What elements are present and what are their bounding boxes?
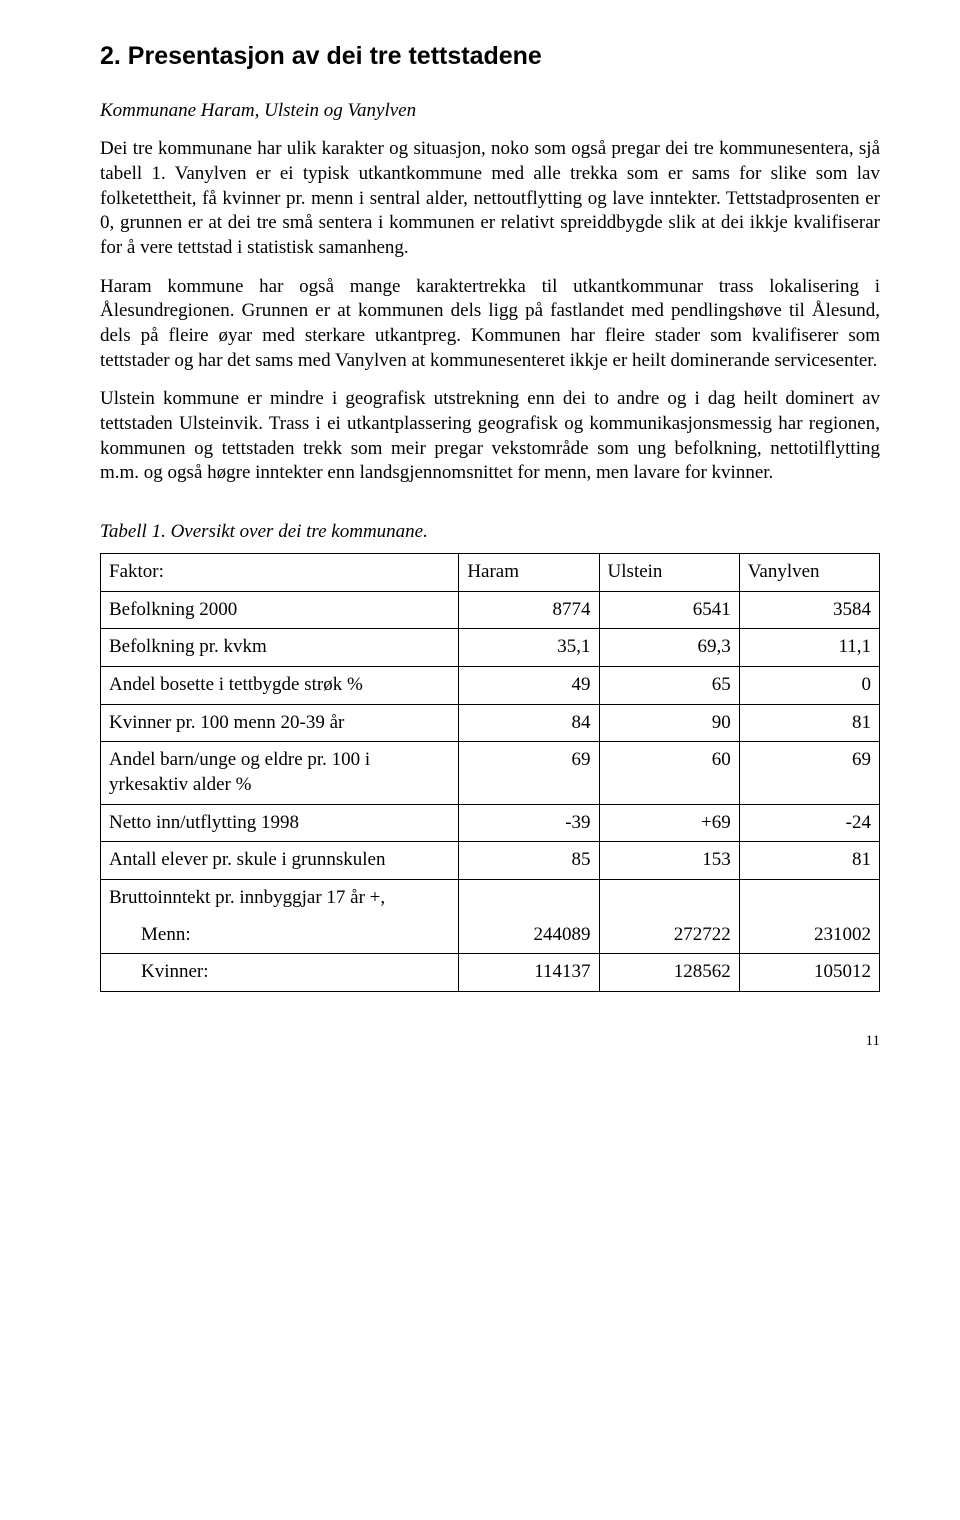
col-header-ulstein: Ulstein	[599, 553, 739, 591]
cell: 231002	[739, 917, 879, 954]
cell: -39	[459, 804, 599, 842]
paragraph-1: Dei tre kommunane har ulik karakter og s…	[100, 137, 880, 260]
cell: 244089	[459, 917, 599, 954]
cell	[739, 880, 879, 917]
row-label: Kvinner pr. 100 menn 20-39 år	[101, 704, 459, 742]
cell: 65	[599, 666, 739, 704]
table-caption: Tabell 1. Oversikt over dei tre kommunan…	[100, 520, 880, 545]
table-row: Andel bosette i tettbygde strøk % 49 65 …	[101, 666, 880, 704]
row-label: Befolkning 2000	[101, 591, 459, 629]
table-row: Andel barn/unge og eldre pr. 100 i yrkes…	[101, 742, 880, 804]
page-number: 11	[100, 1032, 880, 1052]
table-row: Befolkning pr. kvkm 35,1 69,3 11,1	[101, 629, 880, 667]
cell	[599, 880, 739, 917]
row-label: Antall elever pr. skule i grunnskulen	[101, 842, 459, 880]
cell: 6541	[599, 591, 739, 629]
cell: 90	[599, 704, 739, 742]
cell: 114137	[459, 954, 599, 992]
paragraph-3: Ulstein kommune er mindre i geografisk u…	[100, 387, 880, 486]
cell: 69	[459, 742, 599, 804]
cell: 60	[599, 742, 739, 804]
cell: 128562	[599, 954, 739, 992]
table-header-row: Faktor: Haram Ulstein Vanylven	[101, 553, 880, 591]
cell: 11,1	[739, 629, 879, 667]
table-row: Kvinner pr. 100 menn 20-39 år 84 90 81	[101, 704, 880, 742]
cell: -24	[739, 804, 879, 842]
cell: 81	[739, 704, 879, 742]
col-header-haram: Haram	[459, 553, 599, 591]
row-label: Kvinner:	[101, 954, 459, 992]
section-heading: 2. Presentasjon av dei tre tettstadene	[100, 40, 880, 73]
cell: 85	[459, 842, 599, 880]
row-label: Bruttoinntekt pr. innbyggjar 17 år +,	[101, 880, 459, 917]
cell: 0	[739, 666, 879, 704]
cell: 3584	[739, 591, 879, 629]
table-row: Kvinner: 114137 128562 105012	[101, 954, 880, 992]
cell: 35,1	[459, 629, 599, 667]
row-label: Netto inn/utflytting 1998	[101, 804, 459, 842]
cell: 81	[739, 842, 879, 880]
cell: 49	[459, 666, 599, 704]
table-row: Bruttoinntekt pr. innbyggjar 17 år +,	[101, 880, 880, 917]
table-row: Netto inn/utflytting 1998 -39 +69 -24	[101, 804, 880, 842]
row-label: Andel barn/unge og eldre pr. 100 i yrkes…	[101, 742, 459, 804]
table-row: Menn: 244089 272722 231002	[101, 917, 880, 954]
col-header-factor: Faktor:	[101, 553, 459, 591]
cell: 105012	[739, 954, 879, 992]
cell: +69	[599, 804, 739, 842]
cell: 272722	[599, 917, 739, 954]
cell: 8774	[459, 591, 599, 629]
paragraph-2: Haram kommune har også mange karaktertre…	[100, 275, 880, 374]
cell: 84	[459, 704, 599, 742]
cell	[459, 880, 599, 917]
table-row: Befolkning 2000 8774 6541 3584	[101, 591, 880, 629]
cell: 69	[739, 742, 879, 804]
cell: 153	[599, 842, 739, 880]
data-table: Faktor: Haram Ulstein Vanylven Befolknin…	[100, 553, 880, 992]
cell: 69,3	[599, 629, 739, 667]
table-row: Antall elever pr. skule i grunnskulen 85…	[101, 842, 880, 880]
subtitle: Kommunane Haram, Ulstein og Vanylven	[100, 99, 880, 124]
col-header-vanylven: Vanylven	[739, 553, 879, 591]
row-label: Befolkning pr. kvkm	[101, 629, 459, 667]
row-label: Andel bosette i tettbygde strøk %	[101, 666, 459, 704]
row-label: Menn:	[101, 917, 459, 954]
